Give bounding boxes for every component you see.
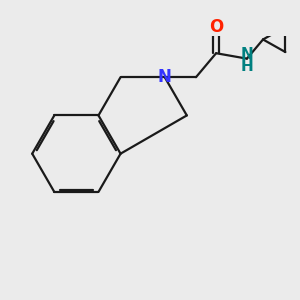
- Text: N: N: [241, 47, 253, 62]
- Text: H: H: [241, 59, 253, 74]
- Text: O: O: [209, 18, 223, 36]
- Text: N: N: [158, 68, 172, 86]
